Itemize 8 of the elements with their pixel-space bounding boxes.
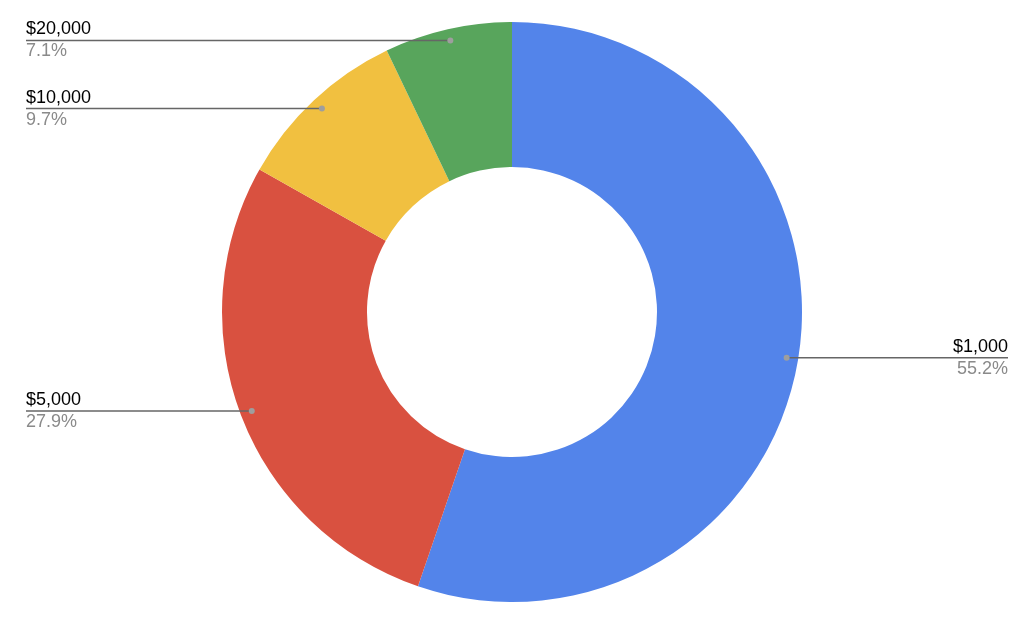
slice-label: $1,000 — [952, 335, 1008, 356]
slice-label: $5,000 — [26, 388, 82, 409]
data-label: 9.7% — [26, 108, 68, 129]
data-label: 55.2% — [956, 357, 1008, 378]
data-label: 27.9% — [26, 410, 78, 431]
data-label: 7.1% — [26, 40, 68, 61]
slice-label: $10,000 — [26, 86, 92, 107]
slice-label: $20,000 — [26, 18, 92, 39]
